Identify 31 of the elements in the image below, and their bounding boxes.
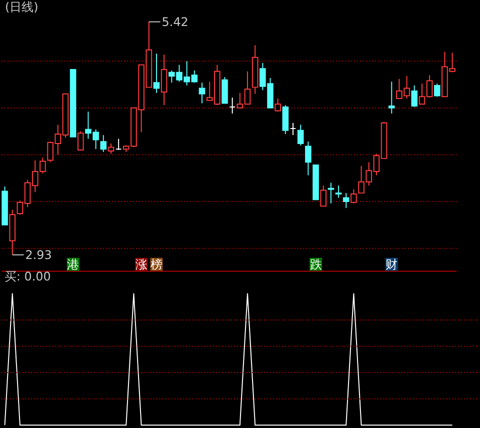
candlestick: [388, 81, 395, 114]
candlestick: [115, 138, 122, 151]
text: 港: [67, 257, 80, 272]
candlestick: [297, 124, 304, 146]
candlestick: [198, 82, 206, 104]
candlestick: [411, 84, 418, 108]
chart-title: 买: 0.00: [4, 270, 51, 284]
candlestick: [335, 185, 342, 198]
candlestick: [328, 182, 334, 204]
candlestick: [290, 122, 296, 136]
text: 涨: [135, 257, 148, 272]
text: 跌: [310, 257, 322, 272]
candlestick: [274, 98, 282, 112]
annotation: 2.93: [25, 248, 52, 262]
candlestick: [100, 134, 107, 152]
candlestick: [320, 185, 327, 207]
candlestick: [229, 97, 236, 114]
annotation: 5.42: [162, 14, 188, 29]
text: 榜: [150, 257, 162, 272]
candlestick: [305, 141, 312, 176]
candlestick: [153, 53, 160, 94]
candlestick: [350, 188, 357, 204]
candlestick: [342, 192, 350, 209]
candlestick: [77, 130, 84, 151]
candlestick: [222, 76, 228, 104]
candlestick: [434, 83, 440, 98]
chart-title: (日线): [4, 0, 38, 14]
text: 财: [386, 257, 398, 272]
candlestick: [160, 54, 168, 106]
candlestick: [282, 104, 289, 135]
candlestick: [108, 142, 114, 154]
